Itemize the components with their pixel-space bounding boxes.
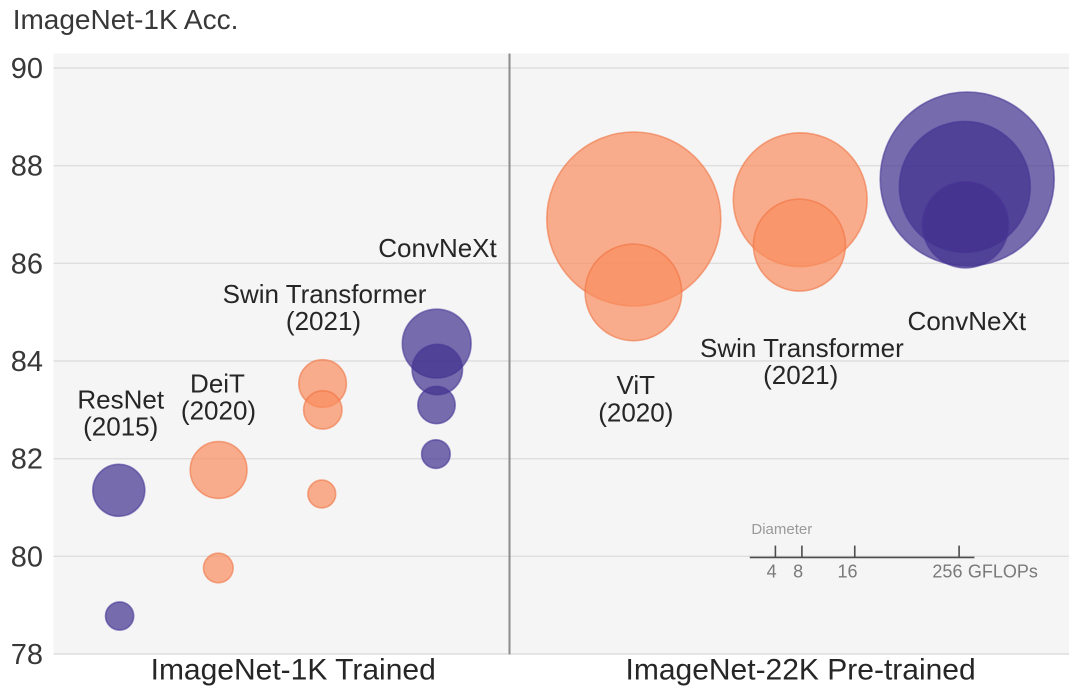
svg-text:(2021): (2021) (763, 360, 838, 390)
svg-text:Swin Transformer: Swin Transformer (700, 333, 904, 363)
svg-text:(2020): (2020) (598, 398, 673, 428)
svg-text:ResNet: ResNet (77, 385, 164, 415)
svg-text:(2021): (2021) (286, 306, 361, 336)
svg-text:4: 4 (767, 561, 777, 581)
svg-text:ImageNet-22K Pre-trained: ImageNet-22K Pre-trained (626, 654, 976, 687)
svg-text:ViT: ViT (617, 370, 656, 400)
svg-text:(2015): (2015) (83, 412, 158, 442)
svg-text:ImageNet-1K Acc.: ImageNet-1K Acc. (13, 4, 239, 35)
svg-text:(2020): (2020) (181, 396, 256, 426)
svg-text:16: 16 (837, 561, 857, 581)
svg-text:80: 80 (11, 541, 43, 573)
svg-text:78: 78 (11, 639, 43, 671)
svg-text:256: 256 (932, 561, 962, 581)
svg-text:90: 90 (11, 53, 43, 85)
svg-text:ConvNeXt: ConvNeXt (378, 233, 497, 263)
svg-text:Swin Transformer: Swin Transformer (223, 279, 427, 309)
svg-text:88: 88 (11, 151, 43, 183)
svg-text:82: 82 (11, 444, 43, 476)
svg-text:84: 84 (11, 346, 43, 378)
svg-text:8: 8 (793, 561, 803, 581)
svg-text:Diameter: Diameter (751, 521, 812, 538)
svg-text:GFLOPs: GFLOPs (968, 561, 1038, 581)
svg-text:ConvNeXt: ConvNeXt (908, 306, 1027, 336)
svg-text:86: 86 (11, 248, 43, 280)
svg-text:ImageNet-1K Trained: ImageNet-1K Trained (151, 654, 436, 687)
svg-text:DeiT: DeiT (190, 369, 245, 399)
